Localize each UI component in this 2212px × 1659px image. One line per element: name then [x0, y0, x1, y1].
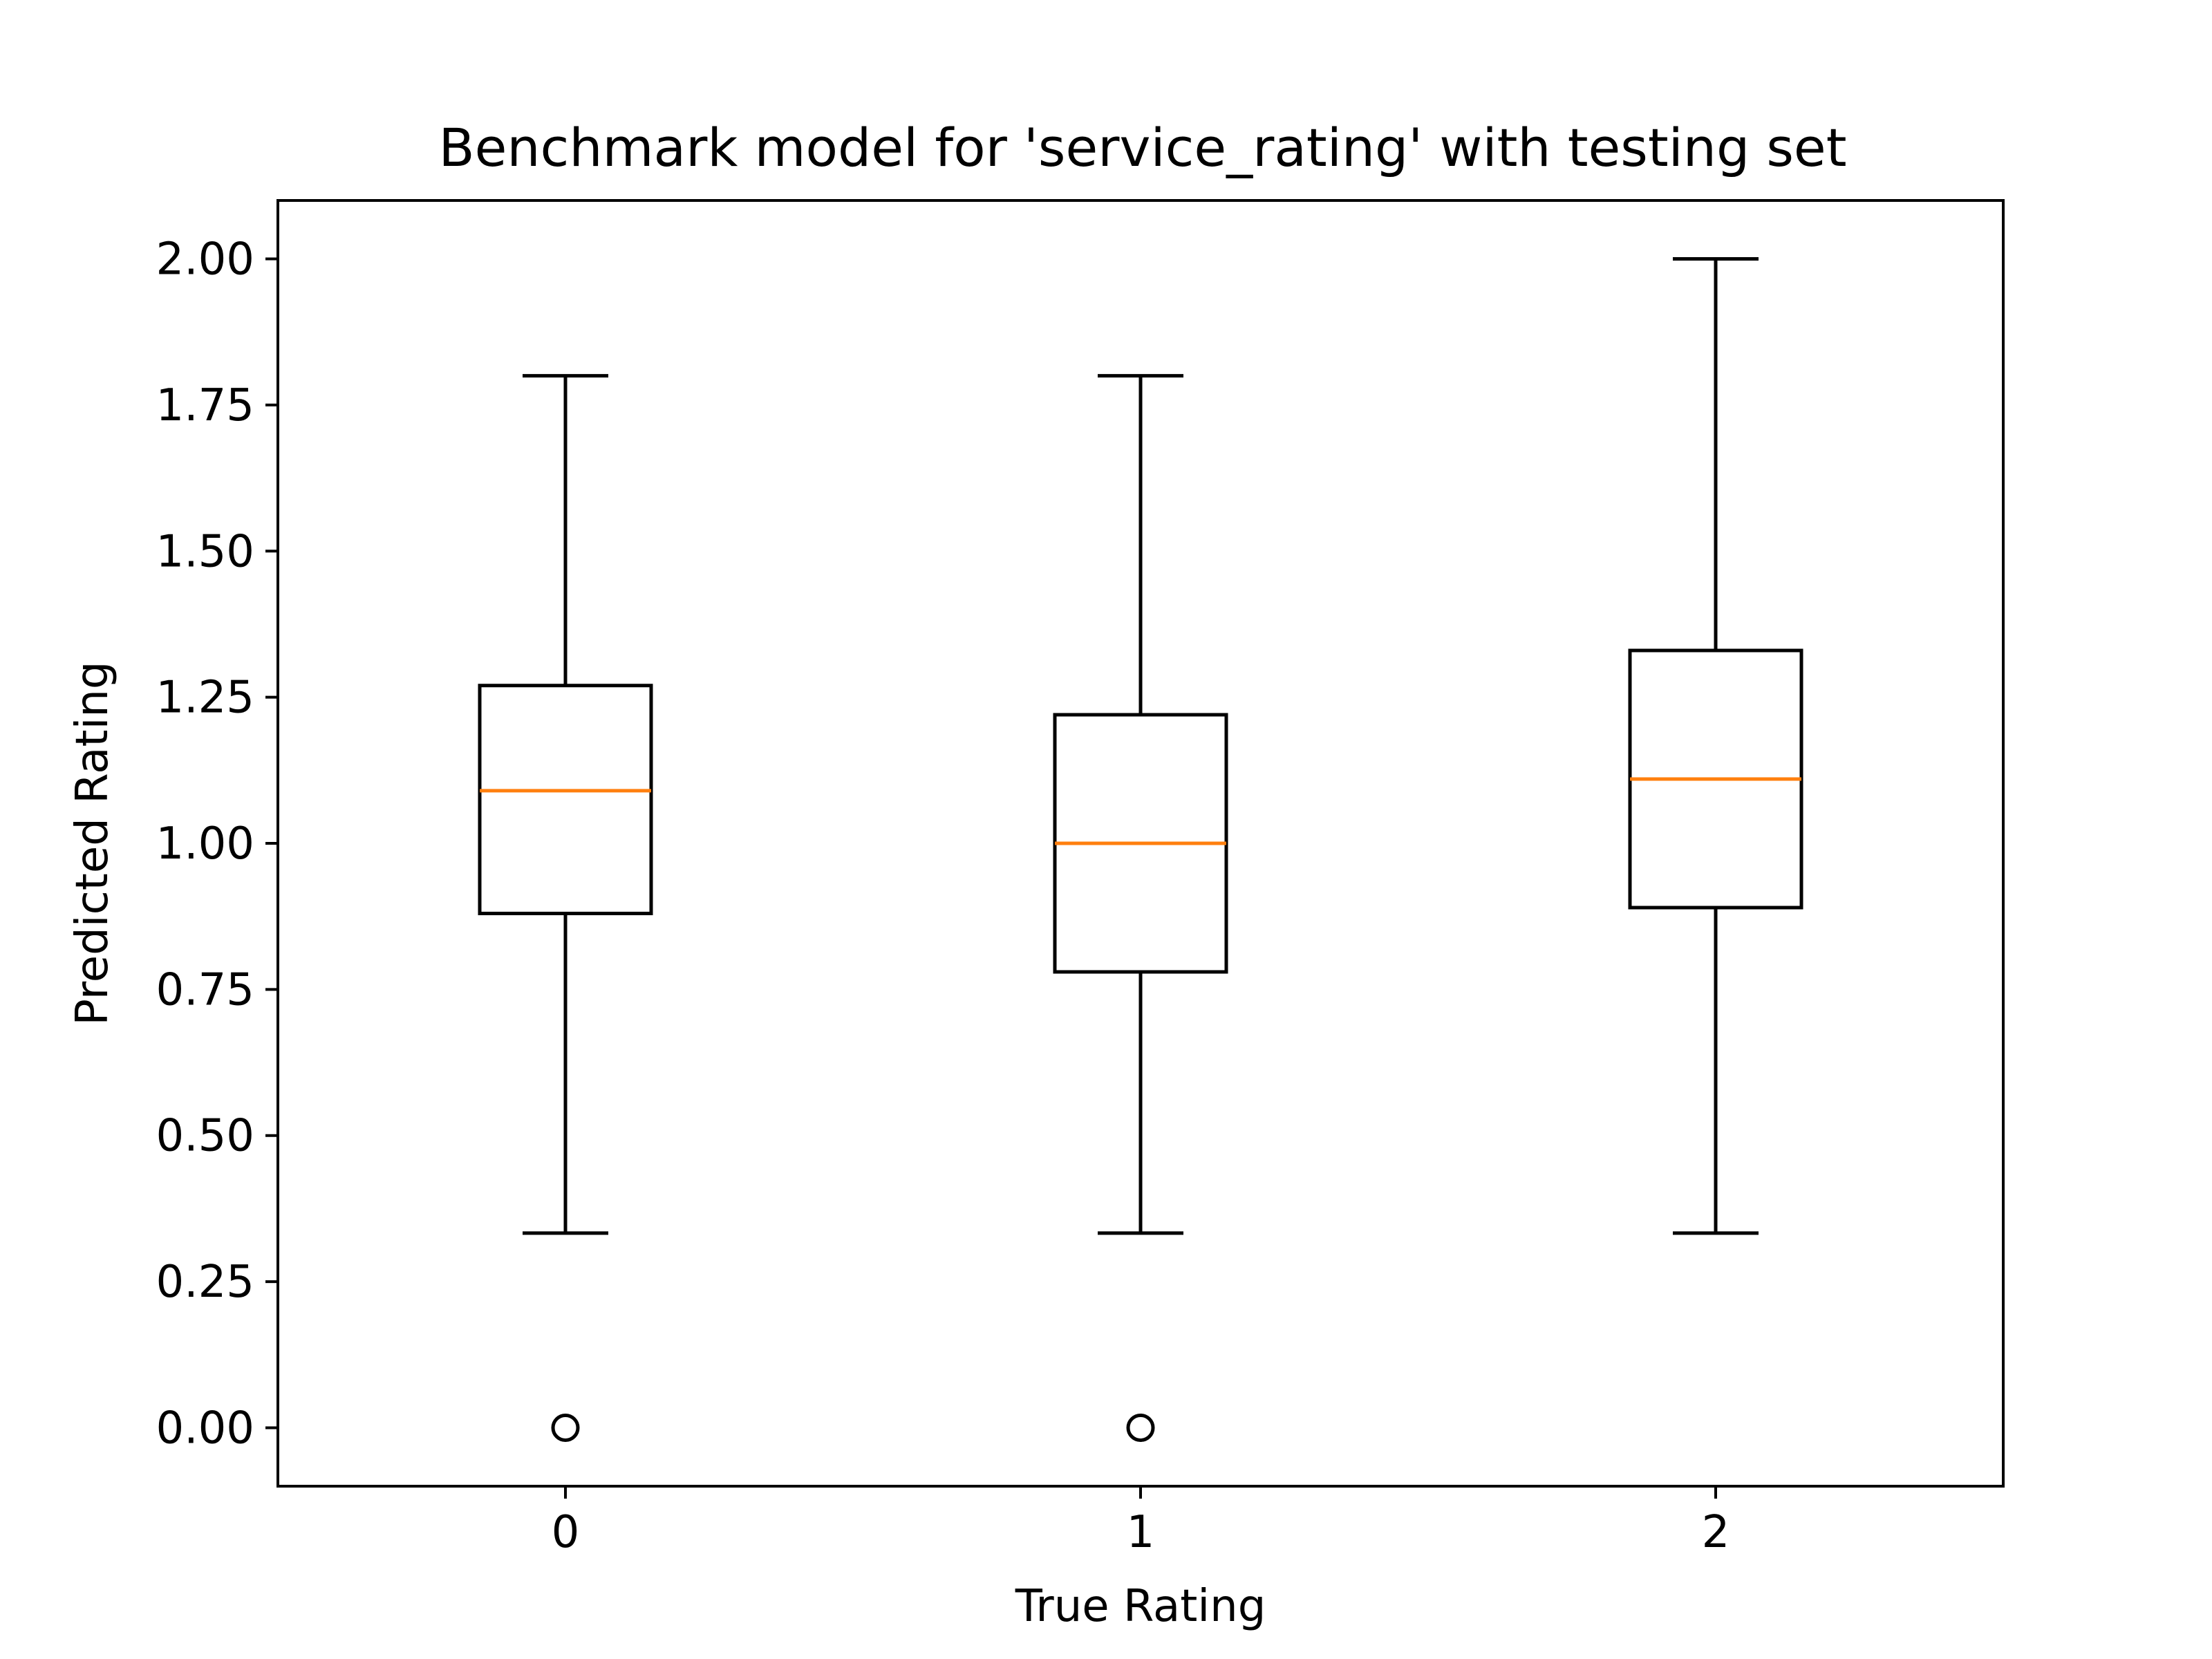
- box-group-1: [1053, 374, 1228, 1442]
- plot-area: [478, 257, 1803, 1442]
- y-tick-label: 1.75: [156, 380, 255, 431]
- outlier-point: [551, 1413, 580, 1442]
- chart-title: Benchmark model for 'service_rating' wit…: [438, 117, 1846, 178]
- x-axis-label: True Rating: [1015, 1581, 1266, 1632]
- y-axis-label: Predicted Rating: [67, 661, 118, 1025]
- y-tick-label: 1.50: [156, 526, 255, 577]
- y-tick-label: 2.00: [156, 234, 255, 285]
- box-group-0: [478, 374, 653, 1442]
- x-axis-ticks: 0 1 2: [552, 1486, 1730, 1558]
- y-axis-ticks: 0.00 0.25 0.50 0.75 1.00 1.25 1.50 1.75 2.00: [156, 234, 278, 1454]
- x-tick-label: 1: [1127, 1507, 1155, 1558]
- box-iqr: [478, 684, 653, 915]
- axes-frame: [276, 199, 2005, 1488]
- y-tick-label: 0.75: [156, 964, 255, 1015]
- box-group-2: [1628, 257, 1803, 1235]
- x-tick-label: 2: [1702, 1507, 1730, 1558]
- outlier-point: [1126, 1413, 1155, 1442]
- y-tick-label: 1.25: [156, 673, 255, 724]
- y-tick-label: 0.50: [156, 1111, 255, 1162]
- y-tick-label: 0.25: [156, 1257, 255, 1308]
- y-tick-label: 0.00: [156, 1403, 255, 1454]
- x-tick-label: 0: [552, 1507, 580, 1558]
- y-tick-label: 1.00: [156, 818, 255, 870]
